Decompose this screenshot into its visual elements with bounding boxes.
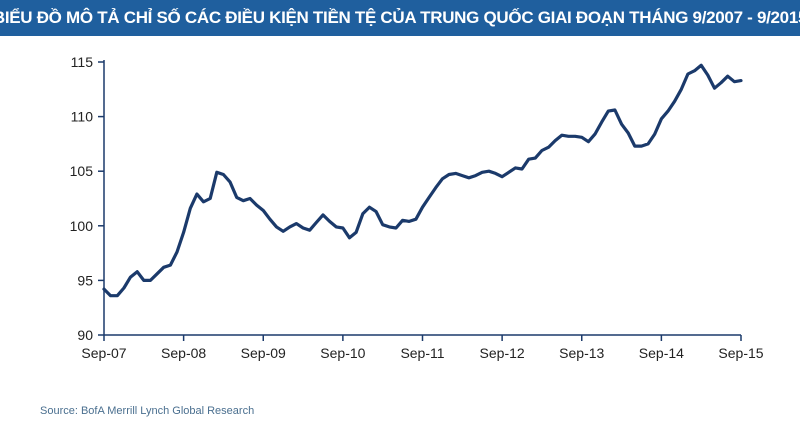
source-note: Source: BofA Merrill Lynch Global Resear… bbox=[40, 405, 255, 417]
x-tick-label: Sep-12 bbox=[480, 345, 525, 361]
x-tick-label: Sep-10 bbox=[320, 345, 365, 361]
x-tick-label: Sep-08 bbox=[161, 345, 206, 361]
series-group bbox=[102, 63, 743, 298]
line-chart: 90 95 100 105 110 115 Sep-07 Sep-08 Sep-09 Sep-1… bbox=[70, 54, 764, 361]
y-tick-label: 115 bbox=[71, 54, 94, 70]
x-tick-label: Sep-11 bbox=[400, 345, 444, 361]
x-tick-label: Sep-09 bbox=[241, 345, 286, 361]
y-tick-label: 105 bbox=[70, 163, 94, 179]
y-tick-label: 95 bbox=[77, 272, 93, 288]
x-tick-label: Sep-07 bbox=[81, 345, 126, 361]
chart-title: BIỂU ĐỒ MÔ TẢ CHỈ SỐ CÁC ĐIỀU KIỆN TIỀN … bbox=[0, 8, 800, 27]
title-bar: BIỂU ĐỒ MÔ TẢ CHỈ SỐ CÁC ĐIỀU KIỆN TIỀN … bbox=[0, 0, 800, 36]
y-tick-label: 100 bbox=[70, 218, 94, 234]
y-axis: 90 95 100 105 110 115 bbox=[70, 54, 105, 343]
x-tick-label: Sep-14 bbox=[639, 345, 684, 361]
x-tick-label: Sep-13 bbox=[559, 345, 604, 361]
y-tick-label: 90 bbox=[77, 327, 93, 343]
y-tick-label: 110 bbox=[71, 109, 94, 125]
x-tick-label: Sep-15 bbox=[718, 345, 763, 361]
x-axis: Sep-07 Sep-08 Sep-09 Sep-10 Sep-11 Sep-12 Sep-… bbox=[81, 334, 764, 361]
series-line bbox=[102, 63, 743, 298]
